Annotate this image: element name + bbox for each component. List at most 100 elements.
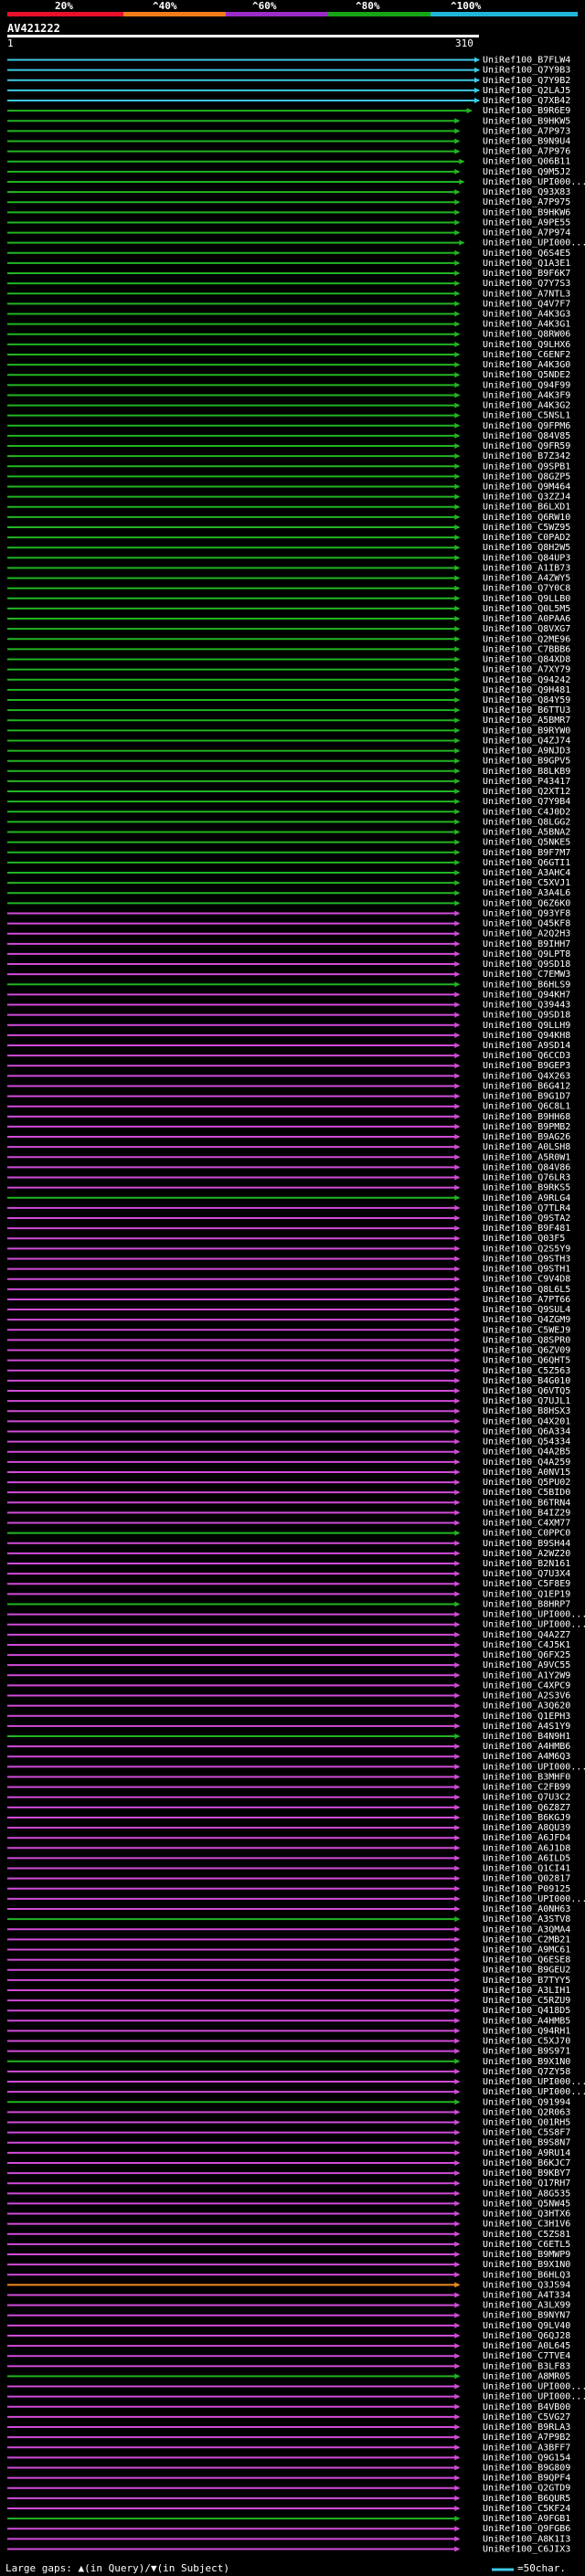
hit-label[interactable]: UniRef100_A3AHC4 [483, 868, 570, 878]
hit-label[interactable]: UniRef100_Q9FPM6 [483, 421, 570, 431]
hit-label[interactable]: UniRef100_Q6ZV09 [483, 1346, 570, 1356]
hit-label[interactable]: UniRef100_Q2LAJ5 [483, 86, 570, 96]
hit-label[interactable]: UniRef100_C5WEJ9 [483, 1325, 570, 1335]
hit-label[interactable]: UniRef100_Q8SPR0 [483, 1335, 570, 1345]
hit-label[interactable]: UniRef100_A3LX99 [483, 2301, 570, 2311]
hit-label[interactable]: UniRef100_Q8VXG7 [483, 624, 570, 634]
hit-label[interactable]: UniRef100_B9HH68 [483, 1112, 570, 1122]
hit-label[interactable]: UniRef100_Q94F99 [483, 380, 570, 390]
hit-label[interactable]: UniRef100_Q7Y7S3 [483, 279, 570, 289]
hit-label[interactable]: UniRef100_A0PAA6 [483, 614, 570, 624]
hit-label[interactable]: UniRef100_Q91994 [483, 2097, 570, 2107]
hit-label[interactable]: UniRef100_A8G535 [483, 2189, 570, 2199]
hit-label[interactable]: UniRef100_C5BID0 [483, 1488, 570, 1498]
hit-label[interactable]: UniRef100_UPI000... [483, 239, 585, 249]
hit-label[interactable]: UniRef100_B9HKW5 [483, 116, 570, 126]
hit-label[interactable]: UniRef100_Q7Y9B2 [483, 76, 570, 86]
hit-label[interactable]: UniRef100_C4XM77 [483, 1519, 570, 1529]
hit-label[interactable]: UniRef100_Q84UP3 [483, 553, 570, 563]
hit-label[interactable]: UniRef100_B9HKW6 [483, 207, 570, 217]
hit-label[interactable]: UniRef100_Q6Z6K0 [483, 898, 570, 908]
hit-label[interactable]: UniRef100_B9MWP9 [483, 2250, 570, 2260]
hit-label[interactable]: UniRef100_Q9STA2 [483, 1214, 570, 1224]
hit-label[interactable]: UniRef100_Q9SPB1 [483, 461, 570, 472]
hit-label[interactable]: UniRef100_Q6VTQ5 [483, 1386, 570, 1396]
hit-label[interactable]: UniRef100_B9F7M7 [483, 848, 570, 858]
hit-label[interactable]: UniRef100_Q84XD8 [483, 655, 570, 665]
hit-label[interactable]: UniRef100_B6QUR5 [483, 2494, 570, 2504]
hit-label[interactable]: UniRef100_B9RLA3 [483, 2422, 570, 2433]
hit-label[interactable]: UniRef100_Q0L5M5 [483, 604, 570, 614]
hit-label[interactable]: UniRef100_B6TTU3 [483, 705, 570, 716]
hit-label[interactable]: UniRef100_A2WZ20 [483, 1549, 570, 1559]
hit-label[interactable]: UniRef100_C5S8F7 [483, 2128, 570, 2138]
hit-label[interactable]: UniRef100_B9F481 [483, 1224, 570, 1234]
hit-label[interactable]: UniRef100_Q7Y0C8 [483, 584, 570, 594]
hit-label[interactable]: UniRef100_C5F8E9 [483, 1579, 570, 1589]
hit-label[interactable]: UniRef100_C0PPC0 [483, 1529, 570, 1539]
hit-label[interactable]: UniRef100_Q7Y9B4 [483, 797, 570, 807]
hit-label[interactable]: UniRef100_B6KJC7 [483, 2158, 570, 2168]
hit-label[interactable]: UniRef100_B9G1D7 [483, 1092, 570, 1102]
hit-label[interactable]: UniRef100_A9NJD3 [483, 747, 570, 757]
hit-label[interactable]: UniRef100_A6ILD5 [483, 1853, 570, 1863]
hit-label[interactable]: UniRef100_Q7XB42 [483, 96, 570, 106]
hit-label[interactable]: UniRef100_Q84V86 [483, 1162, 570, 1172]
hit-label[interactable]: UniRef100_UPI000... [483, 2087, 585, 2097]
hit-label[interactable]: UniRef100_B6KGJ9 [483, 1813, 570, 1823]
hit-label[interactable]: UniRef100_B9KBY7 [483, 2168, 570, 2178]
hit-label[interactable]: UniRef100_Q6C8L1 [483, 1102, 570, 1112]
hit-label[interactable]: UniRef100_A9RU14 [483, 2148, 570, 2158]
hit-label[interactable]: UniRef100_B8HRP7 [483, 1599, 570, 1609]
hit-label[interactable]: UniRef100_Q2S5Y9 [483, 1244, 570, 1254]
hit-label[interactable]: UniRef100_B4VB00 [483, 2402, 570, 2412]
hit-label[interactable]: UniRef100_Q01RH5 [483, 2117, 570, 2127]
hit-label[interactable]: UniRef100_Q9LPT8 [483, 949, 570, 959]
hit-label[interactable]: UniRef100_C7EMW3 [483, 970, 570, 980]
hit-label[interactable]: UniRef100_Q4A2B5 [483, 1447, 570, 1458]
hit-label[interactable]: UniRef100_A9RLG4 [483, 1193, 570, 1203]
hit-label[interactable]: UniRef100_A9VC55 [483, 1660, 570, 1670]
hit-label[interactable]: UniRef100_Q6GTI1 [483, 858, 570, 868]
hit-label[interactable]: UniRef100_B8HSX3 [483, 1406, 570, 1416]
hit-label[interactable]: UniRef100_Q9H481 [483, 685, 570, 695]
hit-label[interactable]: UniRef100_C5XVJ1 [483, 878, 570, 888]
hit-label[interactable]: UniRef100_Q94KH8 [483, 1031, 570, 1041]
hit-label[interactable]: UniRef100_B7Z342 [483, 451, 570, 461]
hit-label[interactable]: UniRef100_UPI000... [483, 2392, 585, 2402]
hit-label[interactable]: UniRef100_B9G809 [483, 2463, 570, 2473]
hit-label[interactable]: UniRef100_A3BFF7 [483, 2443, 570, 2453]
hit-label[interactable]: UniRef100_A7NTL3 [483, 289, 570, 299]
hit-label[interactable]: UniRef100_A0LSH8 [483, 1142, 570, 1152]
hit-label[interactable]: UniRef100_A2S3V6 [483, 1691, 570, 1701]
hit-label[interactable]: UniRef100_Q4A2Z7 [483, 1630, 570, 1640]
hit-label[interactable]: UniRef100_Q9G154 [483, 2453, 570, 2463]
hit-label[interactable]: UniRef100_B9GEP3 [483, 1061, 570, 1071]
hit-label[interactable]: UniRef100_Q7TLR4 [483, 1203, 570, 1214]
hit-label[interactable]: UniRef100_B9S971 [483, 2047, 570, 2057]
hit-label[interactable]: UniRef100_A4M6Q3 [483, 1752, 570, 1762]
hit-label[interactable]: UniRef100_Q2ME96 [483, 634, 570, 644]
hit-label[interactable]: UniRef100_Q06B11 [483, 157, 570, 167]
hit-label[interactable]: UniRef100_A4K3G3 [483, 310, 570, 320]
hit-label[interactable]: UniRef100_C4J0D2 [483, 807, 570, 817]
hit-label[interactable]: UniRef100_Q9STH1 [483, 1265, 570, 1275]
hit-label[interactable]: UniRef100_A9SD14 [483, 1041, 570, 1051]
hit-label[interactable]: UniRef100_C6JIX3 [483, 2544, 570, 2554]
hit-label[interactable]: UniRef100_Q3ZZJ4 [483, 493, 570, 503]
hit-label[interactable]: UniRef100_Q7UJL1 [483, 1396, 570, 1406]
hit-label[interactable]: UniRef100_Q1A3E1 [483, 259, 570, 269]
hit-label[interactable]: UniRef100_A7PT66 [483, 1295, 570, 1305]
hit-label[interactable]: UniRef100_C5ZS81 [483, 2230, 570, 2240]
hit-label[interactable]: UniRef100_A7P9B2 [483, 2433, 570, 2443]
hit-label[interactable]: UniRef100_B6LXD1 [483, 503, 570, 513]
hit-label[interactable]: UniRef100_Q8L6L5 [483, 1285, 570, 1295]
hit-label[interactable]: UniRef100_C0PAD2 [483, 533, 570, 543]
hit-label[interactable]: UniRef100_Q6Z8Z7 [483, 1803, 570, 1813]
hit-label[interactable]: UniRef100_Q02817 [483, 1874, 570, 1884]
hit-label[interactable]: UniRef100_C5Z563 [483, 1366, 570, 1376]
hit-label[interactable]: UniRef100_Q7U3X4 [483, 1569, 570, 1579]
hit-label[interactable]: UniRef100_Q4V7F7 [483, 299, 570, 309]
hit-label[interactable]: UniRef100_B9IHH7 [483, 939, 570, 949]
hit-label[interactable]: UniRef100_A9FGB1 [483, 2514, 570, 2524]
